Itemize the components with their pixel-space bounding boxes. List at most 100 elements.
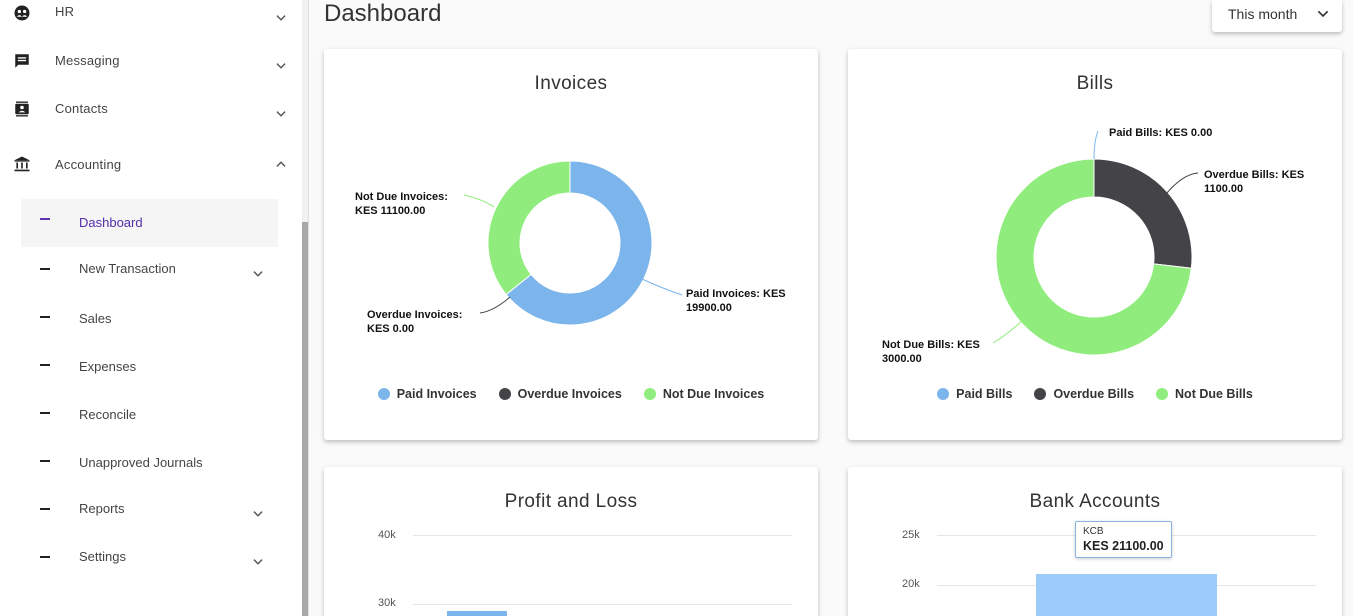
dash-icon [40, 412, 50, 414]
sidebar-subitem-label: New Transaction [79, 261, 176, 276]
legend-label: Overdue Bills [1053, 387, 1135, 401]
bar-kcb[interactable] [1036, 574, 1217, 616]
sidebar-item-label: HR [55, 4, 75, 19]
bar-profit-loss[interactable] [447, 610, 507, 616]
chart-title: Bills [1076, 73, 1114, 94]
legend-item-overdue-invoices[interactable]: Overdue Invoices [498, 387, 622, 401]
dash-icon [40, 508, 50, 510]
connector-paid-bills [1093, 130, 1099, 160]
sidebar-subitem-unapproved-journals[interactable]: Unapproved Journals [21, 438, 278, 486]
sidebar: HR Messaging Contacts Ac [0, 0, 302, 616]
sidebar-subitem-reports[interactable]: Reports [21, 486, 278, 534]
legend-label: Overdue Invoices [517, 387, 622, 401]
legend-dot [1156, 388, 1169, 400]
invoices-card: Invoices Paid Invoices: KES 19900.00 Ove… [324, 49, 818, 440]
gridline [413, 604, 792, 605]
message-icon [15, 54, 29, 68]
legend-item-not-due-invoices[interactable]: Not Due Invoices [643, 387, 764, 401]
legend-item-paid-invoices[interactable]: Paid Invoices [377, 387, 477, 401]
y-tick-label: 20k [902, 578, 920, 590]
invoices-legend: Paid Invoices Overdue Invoices Not Due I… [324, 387, 818, 401]
sidebar-subitem-settings[interactable]: Settings [21, 534, 278, 582]
connector-not-due-invoices [463, 194, 495, 208]
tooltip-category: KCB [1083, 526, 1104, 537]
sidebar-scrollbar[interactable] [302, 0, 308, 616]
sidebar-subitem-label: Reconcile [79, 407, 137, 422]
pie-label-not-due-invoices: Not Due Invoices: KES 11100.00 [355, 191, 448, 217]
legend-item-paid-bills[interactable]: Paid Bills [937, 387, 1012, 401]
legend-label: Not Due Bills [1175, 387, 1253, 401]
y-tick-label: 30k [378, 597, 396, 609]
dash-icon [40, 460, 50, 462]
slice-not-due-bills[interactable] [995, 158, 1192, 356]
chevron-down-icon[interactable] [251, 555, 265, 569]
page-title: Dashboard [324, 0, 442, 27]
chevron-down-icon[interactable] [274, 11, 288, 25]
chevron-down-icon[interactable] [274, 107, 288, 121]
chevron-down-icon[interactable] [274, 59, 288, 73]
slice-not-due-invoices[interactable] [487, 160, 571, 296]
connector-not-due-bills [992, 318, 1025, 344]
sidebar-subitem-dashboard[interactable]: Dashboard [21, 199, 278, 247]
legend-label: Paid Bills [956, 387, 1013, 401]
invoices-donut-chart [463, 160, 683, 326]
profit-loss-card: Profit and Loss 40k 30k [324, 467, 818, 616]
slice-paid-invoices[interactable] [505, 160, 653, 326]
dash-icon [40, 556, 50, 558]
sidebar-item-hr[interactable]: HR [0, 0, 302, 40]
legend-item-overdue-bills[interactable]: Overdue Bills [1034, 387, 1134, 401]
chevron-down-icon [1317, 10, 1329, 18]
y-tick-label: 40k [378, 529, 396, 541]
chart-title: Invoices [534, 73, 608, 94]
sidebar-subitem-label: Reports [79, 501, 125, 516]
sidebar-subitem-label: Dashboard [79, 215, 143, 230]
period-select[interactable]: This month [1212, 0, 1342, 32]
chart-tooltip: KCB KES 21100.00 [1075, 521, 1172, 558]
legend-dot [498, 388, 511, 400]
pie-label-paid-invoices: Paid Invoices: KES 19900.00 [686, 288, 786, 314]
connector-overdue-invoices [479, 296, 511, 314]
legend-dot [377, 388, 390, 400]
sidebar-item-contacts[interactable]: Contacts [0, 96, 302, 136]
sidebar-subitem-sales[interactable]: Sales [21, 294, 278, 342]
sidebar-item-label: Accounting [55, 157, 122, 172]
scrollbar-thumb[interactable] [302, 222, 308, 616]
sidebar-item-label: Messaging [55, 53, 120, 68]
bills-legend: Paid Bills Overdue Bills Not Due Bills [848, 387, 1342, 401]
dash-icon [40, 268, 50, 270]
dash-icon [40, 364, 50, 366]
sidebar-subitem-label: Unapproved Journals [79, 455, 203, 470]
bank-icon [14, 156, 30, 172]
group-icon [14, 5, 30, 21]
pie-label-overdue-invoices: Overdue Invoices: KES 0.00 [367, 309, 463, 335]
bank-accounts-card: Bank Accounts 25k 20k KCB KES 21100.00 [848, 467, 1342, 616]
chevron-down-icon[interactable] [251, 267, 265, 281]
sidebar-item-messaging[interactable]: Messaging [0, 48, 302, 88]
chart-title: Profit and Loss [504, 491, 638, 512]
bills-card: Bills Paid Bills: KES 0.00 Overdue Bills… [848, 49, 1342, 440]
sidebar-subitem-label: Sales [79, 311, 112, 326]
dash-icon [40, 218, 50, 220]
connector-overdue-bills [1165, 172, 1199, 195]
sidebar-item-label: Contacts [55, 101, 108, 116]
period-select-value: This month [1228, 6, 1298, 22]
chevron-down-icon[interactable] [251, 507, 265, 521]
legend-dot [643, 388, 656, 400]
sidebar-subitem-label: Settings [79, 549, 126, 564]
legend-dot [1034, 388, 1047, 400]
divider [308, 0, 309, 616]
connector-paid-invoices [641, 278, 683, 296]
bills-donut-chart [992, 130, 1199, 356]
chevron-up-icon[interactable] [274, 157, 288, 171]
sidebar-item-accounting[interactable]: Accounting [0, 152, 302, 192]
tooltip-value: KES 21100.00 [1083, 539, 1164, 553]
slice-overdue-bills[interactable] [1093, 158, 1193, 269]
legend-item-not-due-bills[interactable]: Not Due Bills [1156, 387, 1253, 401]
sidebar-subitem-reconcile[interactable]: Reconcile [21, 390, 278, 438]
pie-label-not-due-bills: Not Due Bills: KES 3000.00 [882, 339, 980, 365]
sidebar-subitem-expenses[interactable]: Expenses [21, 342, 278, 390]
sidebar-subitem-label: Expenses [79, 359, 137, 374]
y-tick-label: 25k [902, 529, 920, 541]
legend-dot [937, 388, 950, 400]
sidebar-subitem-new-transaction[interactable]: New Transaction [21, 246, 278, 294]
